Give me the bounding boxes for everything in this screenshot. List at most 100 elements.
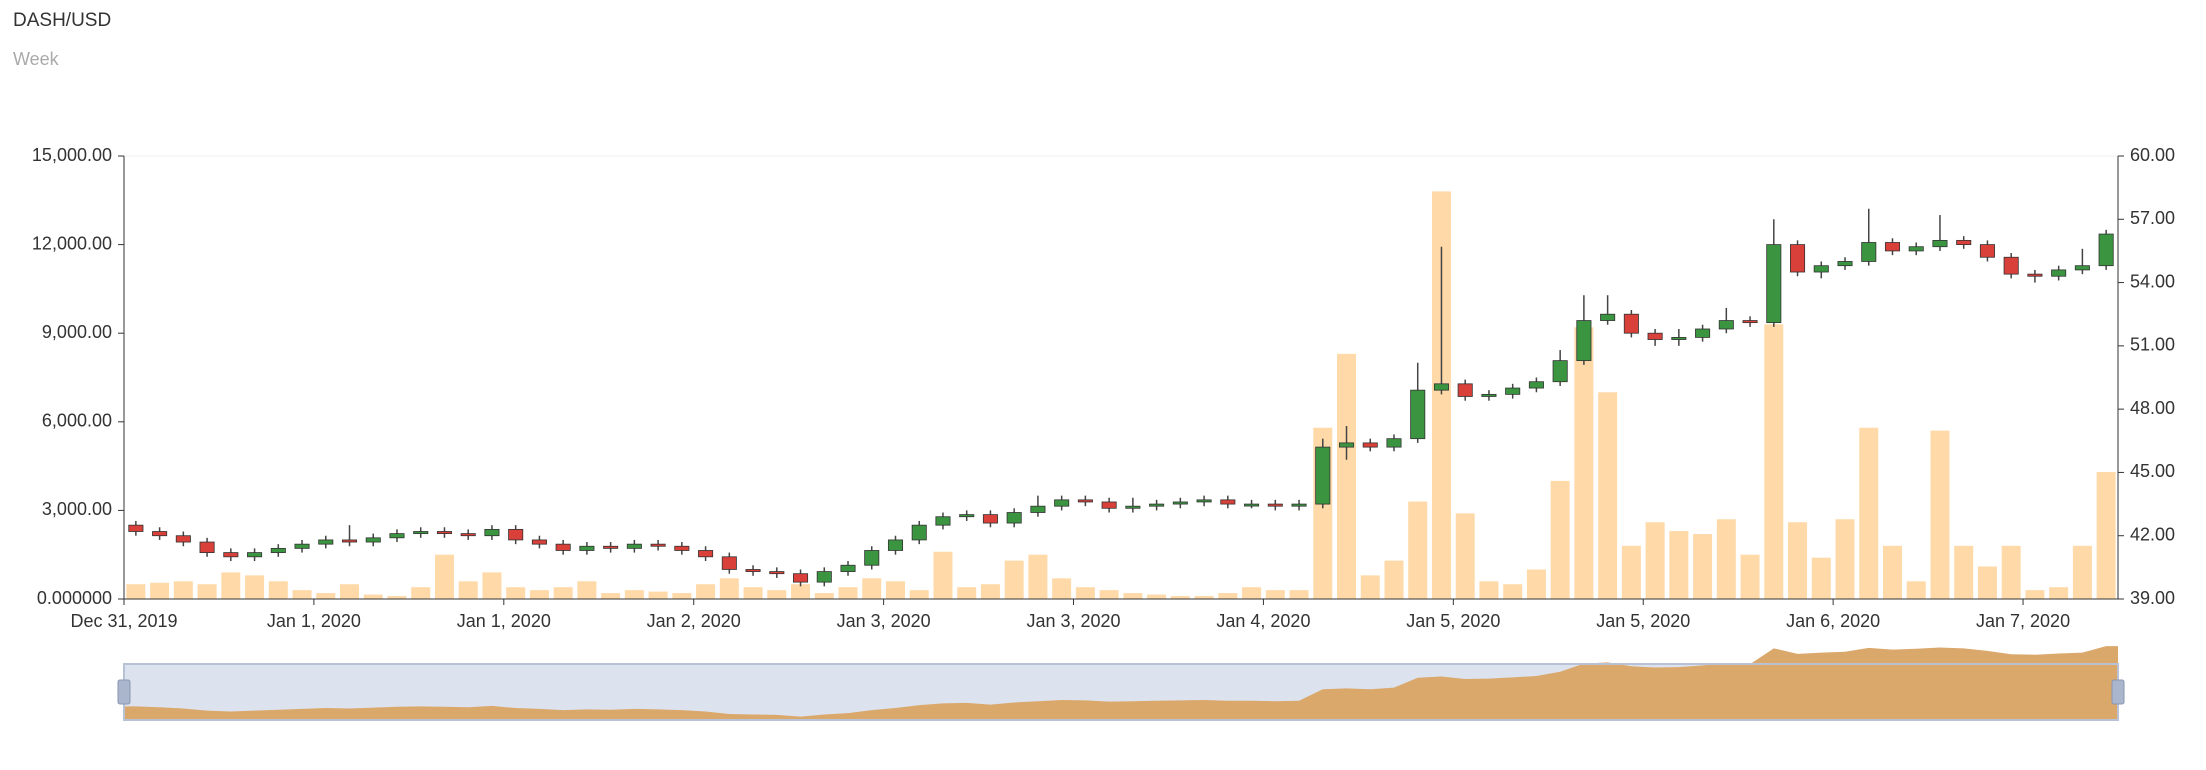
volume-bar xyxy=(506,587,526,599)
candle-body xyxy=(603,545,619,549)
candle-body xyxy=(1267,503,1283,507)
candle-body xyxy=(1647,332,1663,340)
y-tick-label: 12,000.00 xyxy=(32,233,112,253)
candle-body xyxy=(1884,242,1901,252)
candle-body xyxy=(816,571,832,583)
candle-body xyxy=(982,514,998,524)
volume-bar xyxy=(1526,569,1546,599)
volume-bar xyxy=(1740,554,1760,599)
candle-body xyxy=(247,552,263,558)
candle-body xyxy=(1030,505,1046,513)
y2-tick-label: 57.00 xyxy=(2130,208,2175,228)
candle-body xyxy=(2051,269,2067,277)
candle-body xyxy=(508,528,524,541)
volume-bar xyxy=(1669,531,1689,599)
candle-body xyxy=(698,550,714,558)
volume-bar xyxy=(268,581,288,599)
volume-bar xyxy=(2096,472,2116,599)
candle-body xyxy=(2003,256,2019,275)
volume-bar xyxy=(885,581,905,599)
volume-bar xyxy=(434,554,454,599)
candle-body xyxy=(1410,389,1426,440)
y2-tick-label: 45.00 xyxy=(2130,461,2175,481)
candle-body xyxy=(959,514,975,518)
candle-body xyxy=(1528,381,1544,389)
candle-body xyxy=(2027,273,2043,277)
candle-body xyxy=(1315,446,1331,505)
volume-bar xyxy=(553,587,573,599)
volume-bar xyxy=(1242,587,1262,599)
volume-bar xyxy=(1028,554,1048,599)
volume-bar xyxy=(1384,560,1404,599)
volume-bar xyxy=(1693,534,1713,599)
candle-body xyxy=(1979,244,1995,258)
candle-body xyxy=(1006,512,1022,524)
candle-body xyxy=(1149,503,1165,507)
volume-bar xyxy=(2001,545,2021,599)
volume-bar xyxy=(1479,581,1499,599)
volume-bar xyxy=(2072,545,2092,599)
y-tick-label: 0.000000 xyxy=(37,588,112,608)
candle-body xyxy=(1054,499,1070,507)
volume-bar xyxy=(1218,593,1238,599)
candle-body xyxy=(484,528,500,537)
candle-body xyxy=(840,564,856,572)
candle-body xyxy=(1196,499,1212,503)
x-tick-label: Jan 1, 2020 xyxy=(267,611,361,631)
volume-bar xyxy=(482,572,502,599)
volume-bar xyxy=(1360,575,1380,599)
candle-body xyxy=(1505,387,1521,395)
candle-body xyxy=(460,533,476,537)
x-tick-label: Jan 4, 2020 xyxy=(1216,611,1310,631)
volume-bar xyxy=(1598,392,1618,599)
volume-bar xyxy=(1099,590,1119,599)
volume-bar xyxy=(292,590,312,599)
candle-body xyxy=(1077,499,1093,503)
volume-bar xyxy=(387,596,407,599)
candle-body xyxy=(1623,313,1639,334)
volume-bar xyxy=(1621,545,1641,599)
volume-bar xyxy=(1123,593,1143,599)
candle-body xyxy=(579,545,595,551)
volume-bar xyxy=(1811,557,1831,599)
candle-body xyxy=(887,539,904,551)
y-tick-label: 3,000.00 xyxy=(42,499,112,519)
volume-bar xyxy=(2049,587,2069,599)
navigator-handle[interactable] xyxy=(2111,679,2125,705)
volume-bar xyxy=(126,584,146,599)
candle-body xyxy=(223,552,239,558)
x-tick-label: Jan 3, 2020 xyxy=(1026,611,1120,631)
candle-body xyxy=(911,524,927,541)
volume-bar xyxy=(1503,584,1523,599)
candle-body xyxy=(650,543,666,547)
volume-bar xyxy=(957,587,977,599)
volume-bar xyxy=(1170,596,1190,599)
candle-body xyxy=(1813,265,1829,273)
candle-body xyxy=(1671,337,1687,340)
volume-bar xyxy=(767,590,787,599)
candle-body xyxy=(152,531,168,537)
volume-bar xyxy=(245,575,265,599)
volume-bar xyxy=(1337,353,1357,599)
volume-bar xyxy=(624,590,644,599)
y2-tick-label: 60.00 xyxy=(2130,145,2175,165)
candle-body xyxy=(1433,383,1449,391)
candle-body xyxy=(413,531,429,535)
x-tick-label: Jan 1, 2020 xyxy=(457,611,551,631)
volume-bar xyxy=(1075,587,1095,599)
candle-body xyxy=(674,545,690,551)
volume-bar xyxy=(1788,522,1808,599)
volume-bar xyxy=(221,572,241,599)
volume-bar xyxy=(719,578,739,599)
volume-bar xyxy=(340,584,360,599)
candle-body xyxy=(1101,501,1117,509)
navigator-handle[interactable] xyxy=(117,679,131,705)
candle-body xyxy=(721,556,737,570)
volume-bar xyxy=(363,594,383,599)
x-tick-label: Jan 3, 2020 xyxy=(837,611,931,631)
candle-body xyxy=(2074,265,2090,271)
candle-body xyxy=(1386,438,1402,448)
volume-bar xyxy=(458,581,478,599)
candle-body xyxy=(294,543,310,549)
